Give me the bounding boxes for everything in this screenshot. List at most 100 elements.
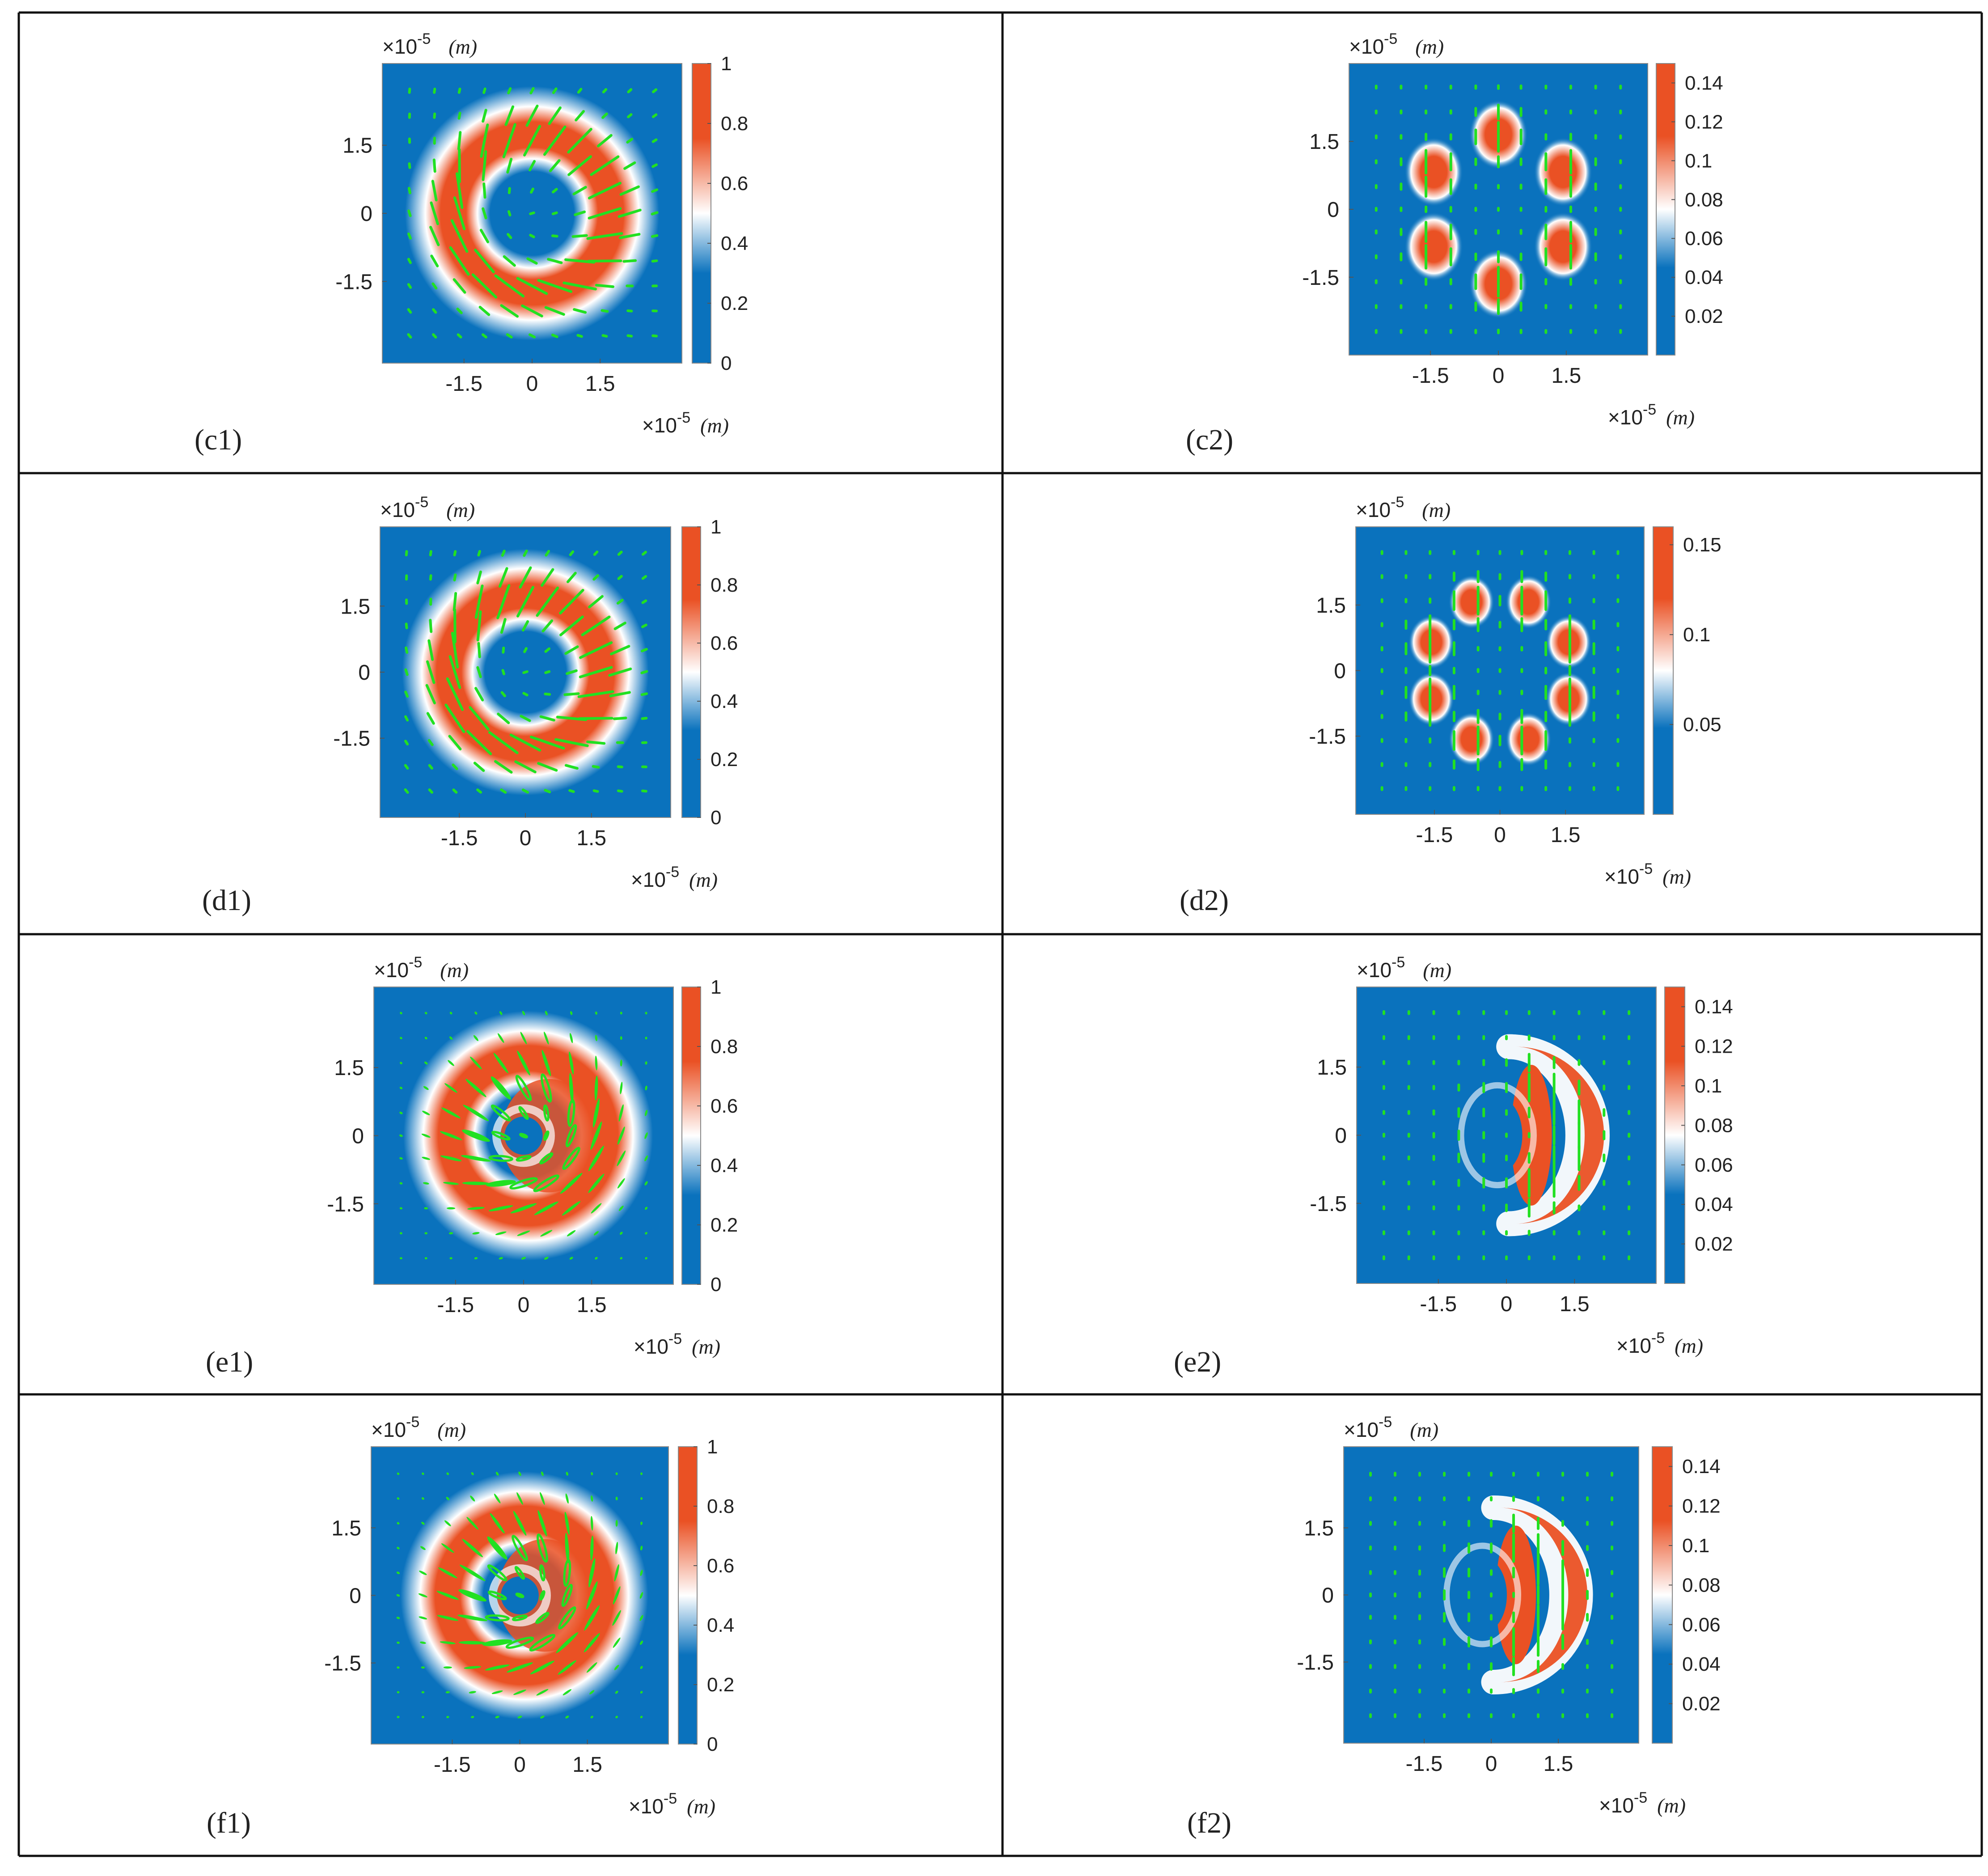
vector-mark	[652, 236, 657, 237]
colorbar-tick-label: 0.6	[721, 173, 748, 195]
x-exponent-base: ×10	[1608, 406, 1643, 429]
vector-mark	[424, 1232, 427, 1234]
colorbar-tick-label: 0.15	[1683, 534, 1722, 556]
vector-mark	[409, 284, 410, 288]
vector-mark	[546, 672, 549, 673]
colorbar-tick-label: 0	[711, 807, 721, 829]
x-tick-label: -1.5	[445, 372, 482, 396]
colorbar-tick-label: 0.02	[1685, 305, 1723, 327]
colorbar-tick-label: 0.04	[1685, 267, 1723, 288]
colorbar	[1656, 64, 1675, 355]
y-tick-label: 0	[1334, 660, 1346, 683]
colorbar-tick-label: 0.04	[1682, 1653, 1721, 1675]
x-axis-unit: (m)	[1666, 406, 1695, 429]
y-tick-label: 0	[1327, 198, 1339, 222]
y-exponent-base: ×10	[380, 498, 415, 521]
x-tick-label: -1.5	[434, 1753, 471, 1777]
x-tick-label: 1.5	[576, 826, 606, 850]
panel-label: (e1)	[206, 1346, 253, 1378]
colorbar-tick-label: 1	[707, 1436, 718, 1458]
vector-mark	[430, 620, 431, 632]
x-exponent-power: -5	[1643, 401, 1656, 418]
colorbar-tick-label: 0.4	[721, 233, 748, 254]
vector-mark	[509, 188, 510, 193]
vector-mark	[406, 766, 408, 768]
colorbar	[692, 64, 711, 363]
vector-mark	[628, 114, 631, 117]
x-axis-unit: (m)	[1657, 1794, 1686, 1817]
colorbar-tick-label: 1	[711, 976, 721, 998]
vector-mark	[409, 211, 410, 216]
x-tick-label: 1.5	[1551, 823, 1581, 847]
vector-mark	[643, 552, 646, 555]
vector-mark	[643, 576, 646, 579]
colorbar-tick-label: 0.1	[1683, 624, 1710, 646]
vector-mark	[458, 335, 461, 337]
x-axis-unit: (m)	[689, 868, 718, 891]
x-exponent-base: ×10	[642, 414, 677, 437]
vector-mark	[619, 576, 622, 579]
y-exponent-power: -5	[409, 954, 422, 971]
vector-mark	[573, 236, 586, 237]
vector-mark	[434, 114, 435, 118]
colorbar-tick-label: 0.12	[1695, 1036, 1733, 1058]
colorbar-tick-label: 0.06	[1682, 1614, 1721, 1636]
panel-label: (c2)	[1186, 423, 1233, 456]
vector-mark	[406, 551, 407, 555]
colorbar	[1652, 1447, 1672, 1743]
colorbar-tick-label: 0.04	[1695, 1194, 1733, 1215]
vector-mark	[603, 335, 606, 336]
x-tick-label: 1.5	[1551, 364, 1581, 388]
x-axis-exponent: ×10-5(m)	[642, 409, 729, 437]
x-axis-unit: (m)	[692, 1335, 720, 1358]
colorbar-tick-label: 0.1	[1695, 1075, 1722, 1097]
y-exponent-base: ×10	[374, 958, 409, 982]
vector-mark	[406, 741, 407, 744]
x-tick-label: 0	[520, 826, 532, 850]
y-exponent-power: -5	[1391, 494, 1404, 511]
y-tick-label: 0	[1322, 1584, 1334, 1608]
vector-mark	[409, 259, 410, 263]
vector-mark	[595, 552, 597, 555]
vector-mark	[484, 184, 485, 197]
colorbar-tick-label: 0.4	[711, 1155, 738, 1177]
vector-mark	[643, 625, 646, 627]
vector-mark	[430, 766, 432, 768]
x-exponent-base: ×10	[1616, 1334, 1651, 1357]
intensity-petal	[1506, 712, 1551, 766]
y-tick-label: -1.5	[1302, 266, 1339, 290]
panel-label: (e2)	[1174, 1346, 1221, 1378]
x-tick-label: -1.5	[1406, 1752, 1443, 1776]
colorbar-tick-label: 0.12	[1685, 111, 1723, 133]
y-axis-unit: (m)	[446, 499, 475, 521]
vector-mark	[409, 309, 411, 312]
x-exponent-power: -5	[666, 864, 679, 881]
vector-mark	[454, 575, 455, 580]
x-axis-exponent: ×10-5(m)	[1604, 860, 1691, 888]
colorbar	[1665, 987, 1685, 1283]
colorbar-tick-label: 0	[707, 1733, 718, 1755]
y-tick-label: 1.5	[1304, 1517, 1334, 1541]
vector-mark	[503, 670, 504, 674]
x-tick-label: 0	[1493, 364, 1505, 388]
y-tick-label: -1.5	[324, 1652, 361, 1676]
vector-mark	[406, 790, 408, 792]
colorbar	[1653, 527, 1673, 814]
vector-mark	[408, 335, 410, 337]
x-exponent-power: -5	[1651, 1330, 1665, 1347]
colorbar-tick-label: 0.08	[1695, 1114, 1733, 1136]
colorbar-tick-label: 0.06	[1685, 228, 1723, 250]
y-tick-label: -1.5	[1309, 725, 1346, 749]
colorbar-tick-label: 0.8	[707, 1495, 734, 1517]
y-exponent-power: -5	[406, 1414, 419, 1431]
y-exponent-base: ×10	[382, 35, 417, 58]
colorbar-tick-label: 0.14	[1685, 72, 1723, 94]
x-axis-exponent: ×10-5 (m)	[631, 864, 718, 891]
x-exponent-base: ×10	[631, 868, 666, 891]
x-exponent-base: ×10	[634, 1335, 668, 1358]
vector-mark	[545, 694, 550, 695]
y-axis-unit: (m)	[448, 35, 477, 58]
vector-mark	[430, 790, 432, 792]
x-exponent-power: -5	[677, 409, 690, 426]
